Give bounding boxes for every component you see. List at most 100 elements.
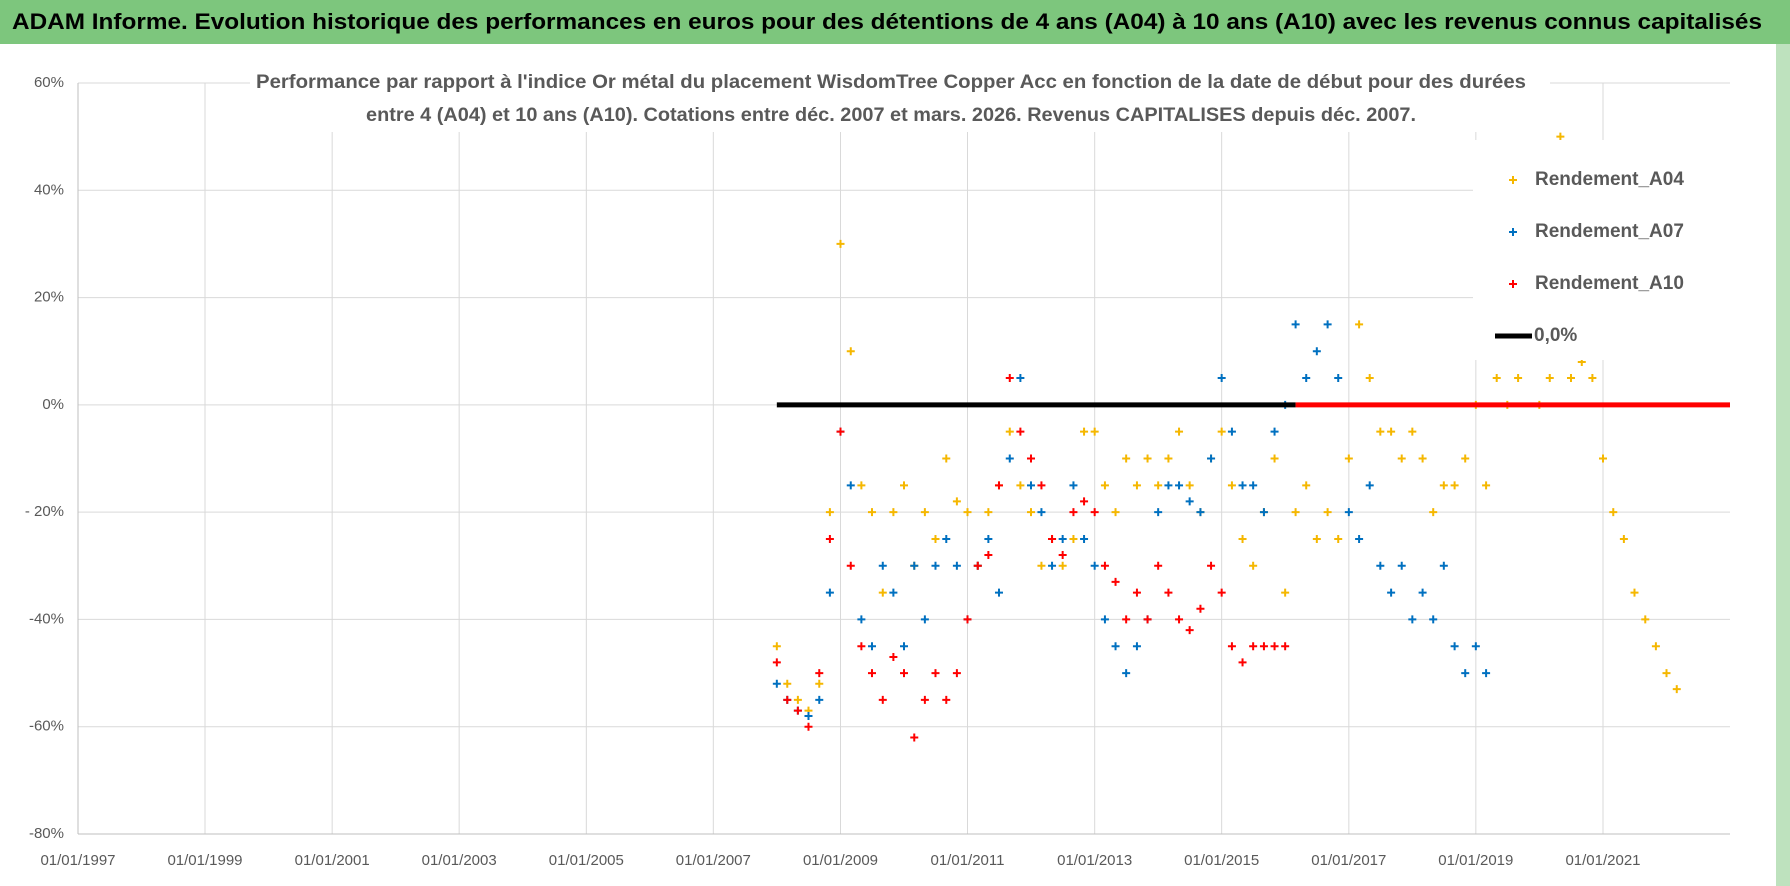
data-point <box>815 669 824 678</box>
data-point <box>889 588 898 597</box>
data-point <box>1376 561 1385 570</box>
data-point <box>1132 481 1141 490</box>
data-point <box>1227 427 1236 436</box>
data-point <box>1111 508 1120 517</box>
data-point <box>1080 534 1089 543</box>
data-point <box>857 642 866 651</box>
x-tick-label: 01/01/2013 <box>1057 852 1132 869</box>
data-point <box>1334 534 1343 543</box>
data-point <box>1111 642 1120 651</box>
legend-box <box>1473 140 1730 360</box>
data-point <box>900 669 908 678</box>
data-point <box>1196 508 1205 517</box>
data-point <box>984 508 993 517</box>
x-tick-label: 01/01/2021 <box>1565 852 1640 869</box>
data-point <box>994 588 1003 597</box>
data-point <box>1154 508 1163 517</box>
data-point <box>846 347 855 356</box>
data-point <box>1154 481 1163 490</box>
data-point <box>878 561 887 570</box>
data-point <box>1249 481 1258 490</box>
data-point <box>1122 454 1131 463</box>
data-point <box>1111 577 1120 586</box>
data-point <box>1259 508 1268 517</box>
x-tick-label: 01/01/2003 <box>422 852 497 869</box>
data-point <box>900 642 908 651</box>
data-point <box>804 711 813 720</box>
data-point <box>1132 642 1141 651</box>
data-point <box>772 679 781 688</box>
data-point <box>1122 669 1131 678</box>
data-point <box>1238 481 1247 490</box>
data-point <box>867 669 876 678</box>
data-point <box>1450 642 1459 651</box>
data-point <box>1185 497 1194 506</box>
data-point <box>952 669 961 678</box>
data-point <box>1185 481 1194 490</box>
data-point <box>931 534 940 543</box>
data-point <box>1630 588 1639 597</box>
data-point <box>1281 642 1290 651</box>
x-tick-label: 01/01/1999 <box>167 852 242 869</box>
data-point <box>1005 454 1014 463</box>
data-point <box>1143 454 1152 463</box>
data-point <box>1312 347 1321 356</box>
data-point <box>1461 669 1470 678</box>
data-point <box>900 481 908 490</box>
data-point <box>1334 374 1343 383</box>
data-point <box>1429 615 1438 624</box>
x-tick-label: 01/01/2001 <box>295 852 370 869</box>
data-point <box>1355 320 1364 329</box>
data-point <box>1037 481 1046 490</box>
y-tick-label: -60% <box>29 718 64 735</box>
data-point <box>825 508 834 517</box>
data-point <box>1387 588 1396 597</box>
data-point <box>1471 642 1480 651</box>
data-point <box>1514 374 1523 383</box>
data-point <box>1545 374 1554 383</box>
data-point <box>910 733 919 742</box>
y-tick-label: -40% <box>29 610 64 627</box>
data-point <box>1482 669 1491 678</box>
legend-swatch <box>1509 228 1517 236</box>
data-point <box>1344 508 1353 517</box>
data-point <box>1164 588 1173 597</box>
data-point <box>846 561 855 570</box>
data-point <box>1619 534 1628 543</box>
data-point <box>1408 615 1417 624</box>
data-point <box>889 652 898 661</box>
data-point <box>1058 534 1067 543</box>
data-point <box>836 427 845 436</box>
data-point <box>1461 454 1470 463</box>
data-point <box>1037 508 1046 517</box>
data-point <box>994 481 1003 490</box>
y-tick-label: 0% <box>42 396 64 413</box>
data-point <box>1556 132 1565 141</box>
data-point <box>920 615 929 624</box>
x-tick-label: 01/01/2007 <box>676 852 751 869</box>
data-point <box>952 561 961 570</box>
legend-swatch <box>1509 176 1517 184</box>
data-point <box>984 551 993 560</box>
data-point <box>1100 481 1109 490</box>
data-point <box>1609 508 1618 517</box>
data-point <box>1450 481 1459 490</box>
data-point <box>1387 427 1396 436</box>
data-point <box>1588 374 1597 383</box>
data-point <box>815 679 824 688</box>
data-point <box>984 534 993 543</box>
data-point <box>931 561 940 570</box>
data-point <box>1439 561 1448 570</box>
y-tick-label: - 20% <box>25 503 64 520</box>
data-point <box>1492 374 1501 383</box>
data-point <box>1217 427 1226 436</box>
y-tick-label: 20% <box>34 289 64 306</box>
data-point <box>1005 374 1014 383</box>
x-tick-label: 01/01/2015 <box>1184 852 1259 869</box>
data-point <box>1291 508 1300 517</box>
data-point <box>1227 642 1236 651</box>
chart-title: ADAM Informe. Evolution historique des p… <box>12 9 1762 34</box>
data-point <box>963 615 972 624</box>
data-point <box>1016 374 1025 383</box>
